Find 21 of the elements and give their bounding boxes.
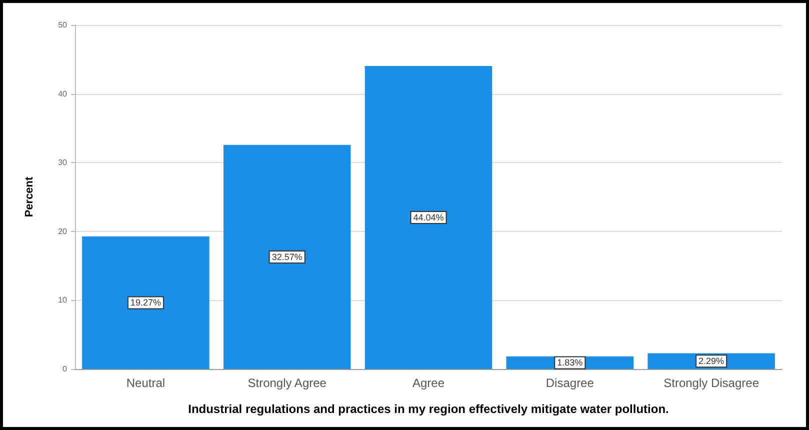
- x-tick-label: Agree: [412, 376, 445, 390]
- x-axis-title: Industrial regulations and practices in my region effectively mitigate water pollution.: [188, 402, 669, 416]
- x-tick-label: Strongly Disagree: [664, 376, 760, 390]
- y-axis-title: Percent: [24, 176, 36, 218]
- data-label: 19.27%: [130, 298, 161, 308]
- x-tick-label: Disagree: [546, 376, 594, 390]
- data-label: 32.57%: [272, 252, 302, 262]
- y-tick-label: 0: [62, 364, 68, 374]
- y-tick-label: 20: [58, 226, 68, 236]
- y-tick-label: 50: [58, 20, 68, 30]
- y-tick-label: 10: [58, 296, 68, 305]
- y-tick-label: 40: [58, 89, 68, 98]
- bar: [82, 236, 210, 369]
- bar: [364, 66, 492, 369]
- y-tick-label: 30: [58, 158, 68, 168]
- data-label: 2.29%: [698, 356, 724, 366]
- x-tick-label: Strongly Agree: [248, 376, 327, 390]
- data-label: 44.04%: [413, 212, 444, 222]
- x-tick-label: Neutral: [126, 376, 166, 390]
- data-label: 1.83%: [557, 358, 583, 368]
- bar: [223, 144, 351, 369]
